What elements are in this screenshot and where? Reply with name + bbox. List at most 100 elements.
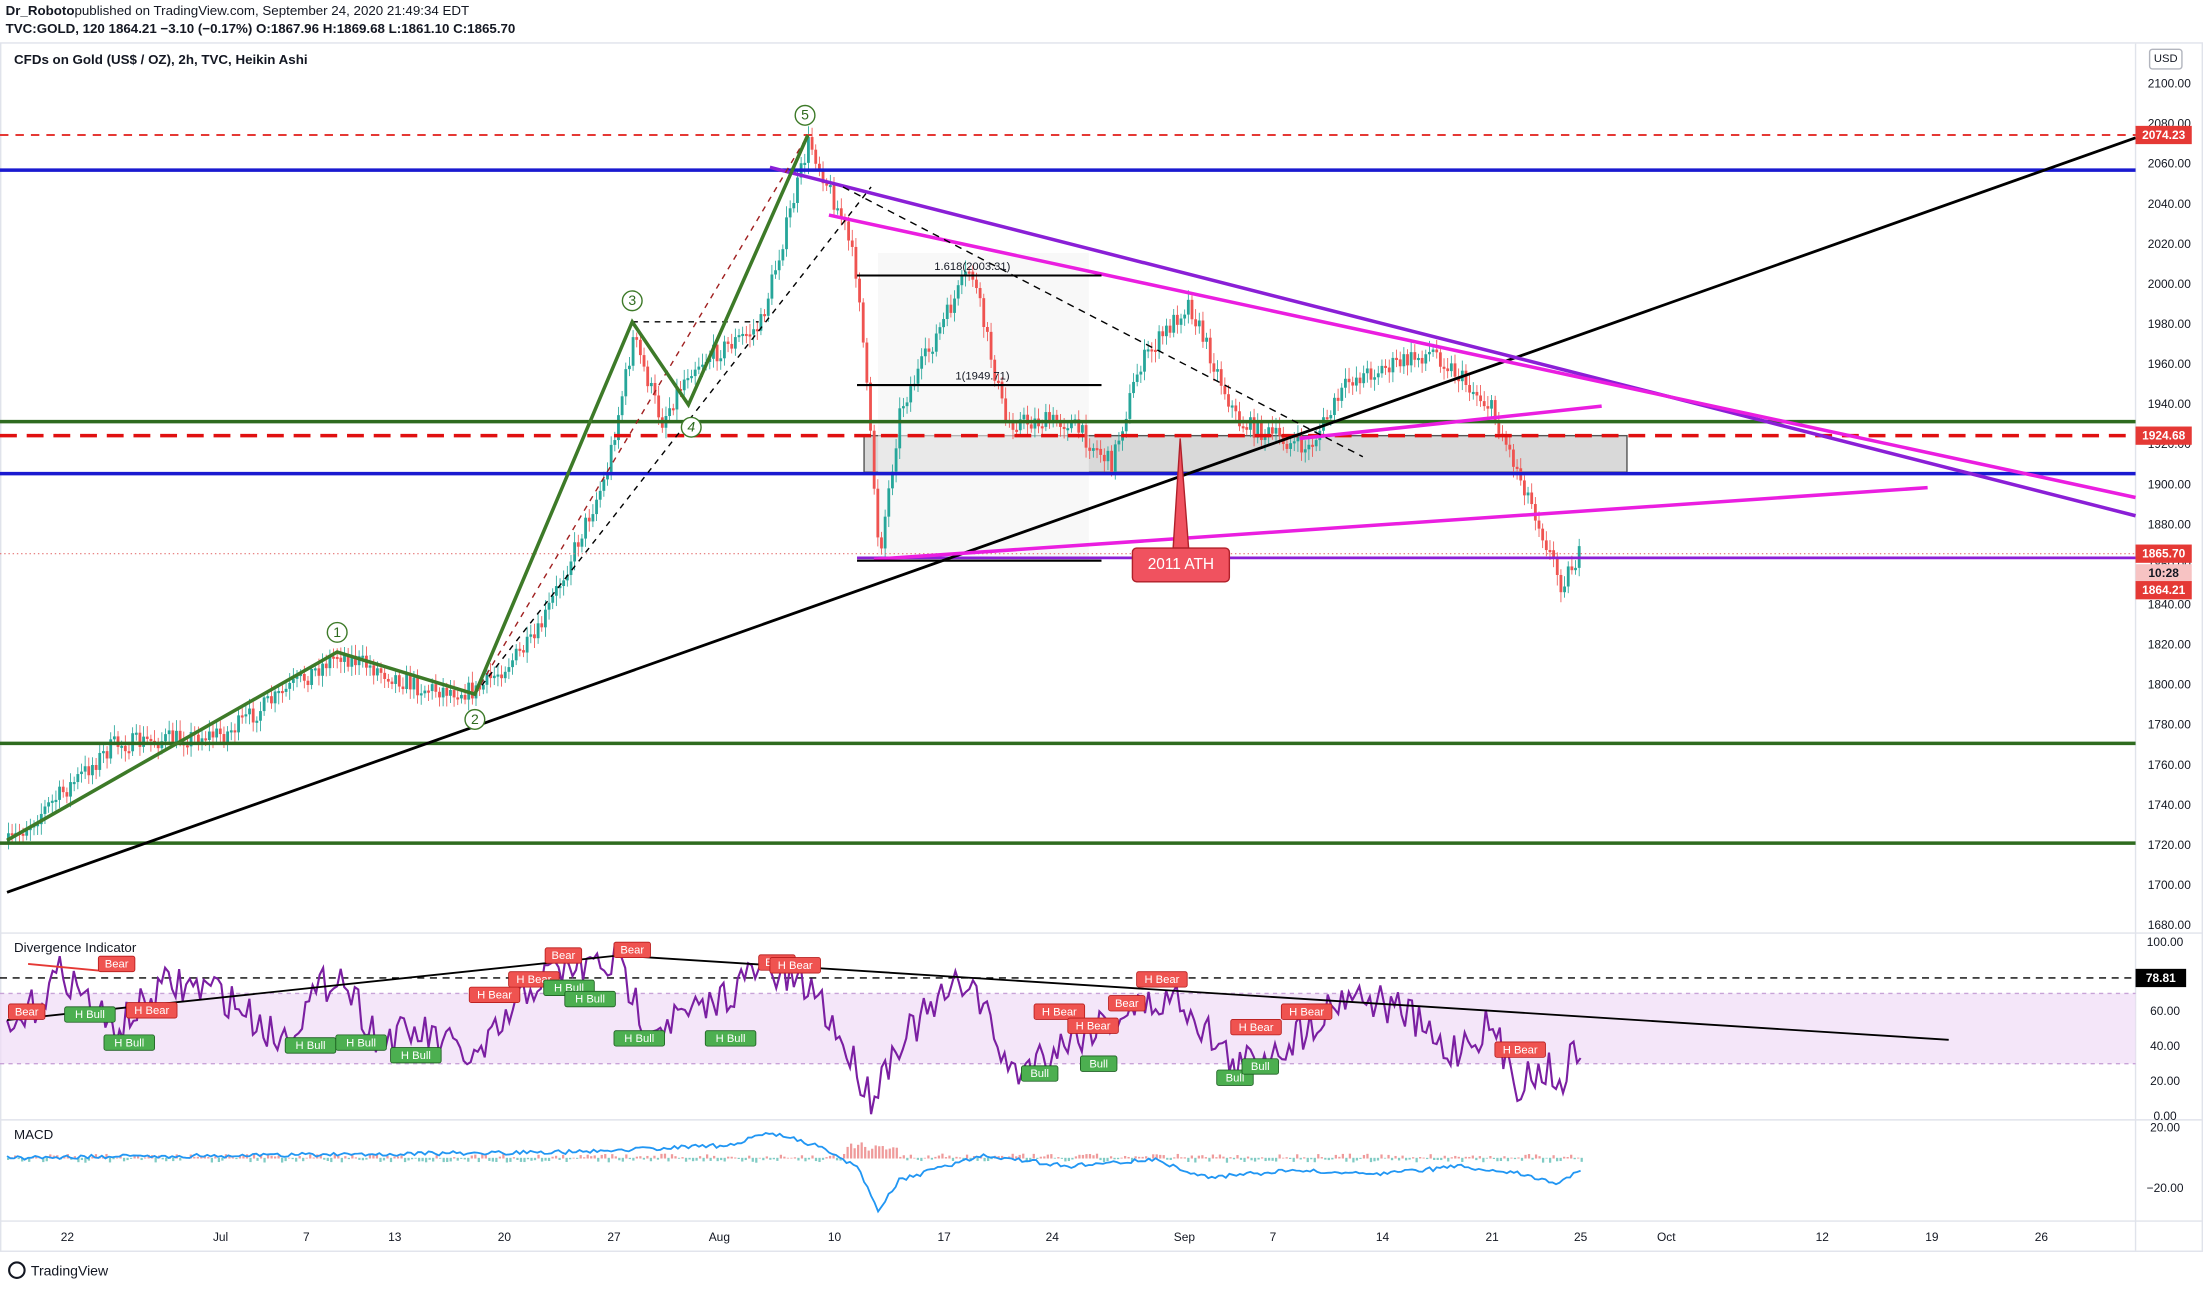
osc-trend xyxy=(28,963,103,972)
macd-bar xyxy=(1215,1157,1218,1159)
signal-tag xyxy=(613,941,651,959)
macd-bar xyxy=(179,1157,182,1161)
macd-bar xyxy=(21,1157,24,1162)
candle xyxy=(1464,370,1468,385)
macd-bar xyxy=(523,1157,526,1163)
macd-bar xyxy=(200,1156,203,1159)
macd-line xyxy=(6,1131,1581,1214)
candle xyxy=(1000,381,1004,399)
candle xyxy=(1329,415,1333,419)
macd-bar xyxy=(256,1157,259,1161)
macd-bar xyxy=(291,1157,294,1160)
macd-bar xyxy=(1362,1154,1366,1159)
candle xyxy=(372,665,376,676)
macd-bar xyxy=(1369,1157,1373,1163)
candle xyxy=(898,408,902,449)
macd-bar xyxy=(1187,1157,1190,1162)
signal-text: H Bear xyxy=(1503,1044,1538,1056)
macd-bar xyxy=(1218,1154,1222,1159)
macd-bar xyxy=(878,1146,881,1159)
macd-bar xyxy=(1053,1157,1056,1159)
time-label: 25 xyxy=(1574,1230,1588,1244)
candle xyxy=(551,595,555,603)
signal-text: H Bear xyxy=(1239,1022,1274,1034)
wave-line xyxy=(6,134,810,842)
candle xyxy=(1373,377,1377,380)
candle xyxy=(1398,359,1402,367)
candle xyxy=(273,691,277,704)
candle xyxy=(394,675,398,684)
macd-bar xyxy=(1260,1157,1264,1159)
macd-bar xyxy=(979,1156,983,1159)
candle xyxy=(1168,325,1172,333)
macd-bar xyxy=(611,1154,614,1159)
candle xyxy=(1117,440,1121,445)
candle xyxy=(218,728,222,735)
candle xyxy=(956,285,960,299)
candle xyxy=(1245,427,1249,430)
macd-bar xyxy=(344,1156,347,1159)
macd-bar xyxy=(1267,1157,1271,1161)
candle xyxy=(671,408,675,411)
macd-bar xyxy=(526,1157,530,1160)
macd-bar xyxy=(1468,1156,1471,1159)
candle xyxy=(646,366,650,387)
price-label: 2020.00 xyxy=(2148,237,2192,251)
candle xyxy=(872,430,876,489)
wave-label: 1 xyxy=(333,624,341,640)
candle xyxy=(295,675,299,679)
macd-bar xyxy=(1250,1157,1253,1161)
signal-text: H Bull xyxy=(716,1033,746,1045)
candle xyxy=(1219,369,1223,386)
candle xyxy=(255,720,259,723)
macd-bar xyxy=(1443,1155,1446,1159)
macd-bar xyxy=(91,1156,94,1159)
candle xyxy=(942,319,945,328)
macd-bar xyxy=(713,1155,716,1159)
candle xyxy=(934,333,938,352)
candle xyxy=(949,304,953,313)
macd-bar xyxy=(1352,1157,1355,1163)
macd-bar xyxy=(1355,1157,1359,1161)
candle xyxy=(1314,440,1318,447)
candle xyxy=(916,368,920,384)
macd-bar xyxy=(456,1157,459,1161)
candle xyxy=(324,663,328,669)
candle xyxy=(730,343,734,349)
macd-bar xyxy=(1145,1156,1148,1159)
macd-bar xyxy=(1239,1157,1243,1160)
candle xyxy=(883,516,887,549)
candle xyxy=(920,356,924,369)
candle xyxy=(624,369,628,397)
signal-text: Bear xyxy=(1115,998,1139,1010)
candle xyxy=(1417,357,1420,361)
macd-bar xyxy=(1296,1154,1299,1159)
signal-text: Bear xyxy=(620,945,644,957)
macd-bar xyxy=(512,1157,516,1159)
candle xyxy=(1530,492,1534,505)
macd-bar xyxy=(1222,1156,1225,1159)
macd-bar xyxy=(1338,1156,1341,1159)
candle xyxy=(1186,299,1190,315)
candle xyxy=(1172,314,1176,333)
pane-title: MACD xyxy=(14,1127,53,1142)
macd-bar xyxy=(1088,1154,1092,1159)
candle xyxy=(1212,363,1216,372)
candle xyxy=(346,654,350,667)
price-label: 2100.00 xyxy=(2148,77,2192,91)
signal-tag xyxy=(1280,1003,1333,1020)
macd-bar xyxy=(1162,1155,1165,1159)
candle xyxy=(522,650,525,653)
macd-bar xyxy=(786,1157,790,1159)
candle xyxy=(887,488,891,517)
candle xyxy=(1128,393,1132,419)
candle xyxy=(719,358,723,362)
candle xyxy=(668,408,672,417)
macd-bar xyxy=(1271,1157,1274,1161)
candle xyxy=(354,655,357,666)
published: published on TradingView.com, September … xyxy=(74,3,469,18)
macd-bar xyxy=(937,1155,941,1159)
macd-bar xyxy=(951,1157,955,1161)
macd-bar xyxy=(1299,1157,1302,1160)
macd-bar xyxy=(133,1155,136,1159)
